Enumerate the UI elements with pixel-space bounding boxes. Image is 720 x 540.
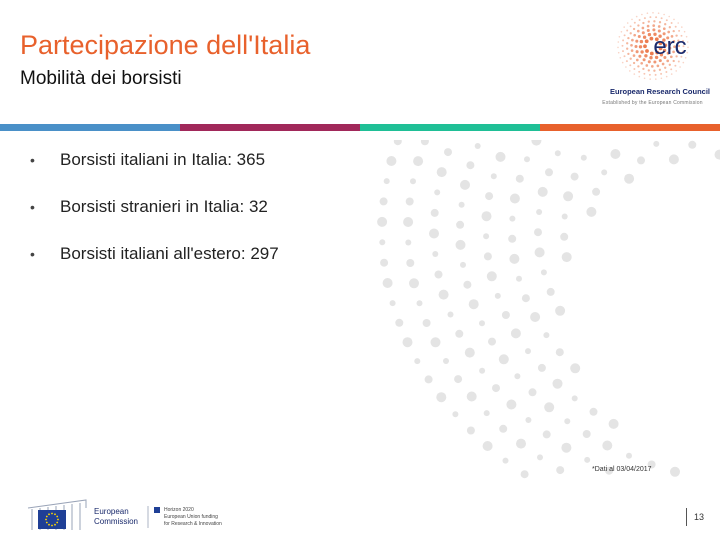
bullet-dot-icon: • bbox=[30, 152, 35, 168]
band-segment-purple bbox=[180, 124, 360, 131]
erc-tagline: Established by the European Commission bbox=[602, 100, 703, 106]
bullet-dot-icon: • bbox=[30, 199, 35, 215]
bullet-item: • Borsisti italiani all'estero: 297 bbox=[30, 242, 279, 266]
ec-program-1: Horizon 2020 bbox=[164, 507, 194, 513]
band-segment-orange bbox=[540, 124, 720, 131]
bullet-text: Borsisti italiani in Italia: 365 bbox=[60, 150, 266, 169]
page-number: 13 bbox=[694, 512, 705, 522]
band-segment-teal bbox=[360, 124, 540, 131]
eu-stars-icon bbox=[45, 512, 59, 527]
erc-dot-cluster-icon bbox=[617, 12, 689, 80]
ec-program-2: European Union funding bbox=[164, 514, 218, 520]
color-band bbox=[0, 124, 720, 131]
band-segment-blue bbox=[0, 124, 180, 131]
bullet-item: • Borsisti italiani in Italia: 365 bbox=[30, 148, 279, 172]
erc-wordmark: erc bbox=[653, 33, 686, 60]
bullet-dot-icon: • bbox=[30, 246, 35, 262]
ec-program-3: for Research & Innovation bbox=[164, 521, 222, 527]
erc-logo: erc European Research Council bbox=[610, 12, 710, 96]
bullet-list: • Borsisti italiani in Italia: 365 • Bor… bbox=[30, 148, 279, 289]
slide-subtitle: Mobilità dei borsisti bbox=[20, 68, 182, 89]
eu-emblem-icon bbox=[154, 507, 160, 513]
decorative-dots bbox=[377, 140, 720, 479]
ec-line1: European bbox=[94, 507, 129, 516]
bullet-item: • Borsisti stranieri in Italia: 32 bbox=[30, 195, 279, 219]
european-commission-logo: European Commission Horizon 2020 Europea… bbox=[27, 499, 222, 530]
footnote: *Dati al 03/04/2017 bbox=[592, 466, 652, 473]
bullet-text: Borsisti italiani all'estero: 297 bbox=[60, 244, 279, 263]
slide-title: Partecipazione dell'Italia bbox=[20, 30, 311, 60]
page-divider bbox=[686, 508, 687, 526]
erc-name: European Research Council bbox=[610, 87, 710, 96]
bullet-text: Borsisti stranieri in Italia: 32 bbox=[60, 197, 268, 216]
eu-flag-icon bbox=[38, 510, 66, 529]
ec-line2: Commission bbox=[94, 517, 138, 526]
